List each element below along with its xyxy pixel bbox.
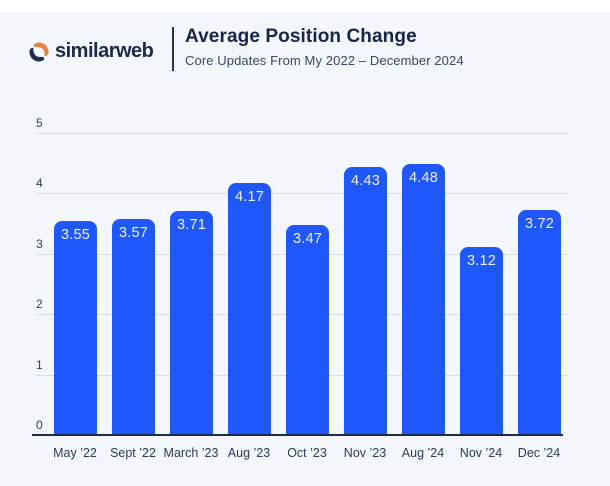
header-divider <box>172 27 174 71</box>
bar-series: 3.55 3.57 3.71 4.17 3.47 4.43 4.48 3.12 … <box>54 133 561 435</box>
x-axis-label: Dec ’24 <box>517 446 561 460</box>
y-axis-tick-2: 2 <box>36 297 43 312</box>
plot-area: 5 4 3 2 1 0 3.55 3.57 3.71 4.17 3.47 4.4… <box>32 116 568 460</box>
x-axis-label: Nov ’24 <box>459 446 503 460</box>
similarweb-logo-text: similarweb <box>55 40 154 62</box>
chart-subtitle: Core Updates From My 2022 – December 202… <box>185 53 464 68</box>
gridline-4 <box>36 193 568 195</box>
bar-value-label: 3.57 <box>118 225 149 242</box>
y-axis-tick-4: 4 <box>36 176 43 191</box>
bar-value-label: 3.72 <box>524 216 555 233</box>
bar-value-label: 4.48 <box>408 170 439 187</box>
x-axis-label: Oct ’23 <box>287 446 327 460</box>
x-axis-label: Nov ’23 <box>343 446 387 460</box>
similarweb-logo-icon <box>29 41 49 62</box>
x-axis-label: May ’22 <box>53 446 97 460</box>
bar-nov-24: 3.12 <box>460 246 503 435</box>
y-axis-tick-1: 1 <box>36 357 43 372</box>
bar-value-label: 3.55 <box>60 226 91 243</box>
bar-oct-23: 3.47 <box>286 225 329 435</box>
bar-aug-23: 4.17 <box>228 183 271 435</box>
x-axis-label: Aug ’23 <box>227 446 271 460</box>
bar-value-label: 3.71 <box>176 216 207 233</box>
bar-march-23: 3.71 <box>170 210 213 435</box>
y-axis-tick-3: 3 <box>36 236 43 251</box>
bar-sept-22: 3.57 <box>112 219 155 435</box>
bar-value-label: 4.17 <box>234 189 265 206</box>
y-axis-tick-0: 0 <box>36 418 43 432</box>
x-axis-label: Aug ’24 <box>401 446 445 460</box>
bar-value-label: 4.43 <box>350 173 381 190</box>
x-axis-label: March ’23 <box>163 446 219 460</box>
bar-nov-23: 4.43 <box>344 167 387 435</box>
x-axis-labels: May ’22 Sept ’22 March ’23 Aug ’23 Oct ’… <box>46 446 568 460</box>
bar-value-label: 3.47 <box>292 231 323 248</box>
chart-title: Average Position Change <box>185 26 417 47</box>
similarweb-logo: similarweb <box>28 40 154 63</box>
bar-may-22: 3.55 <box>54 220 97 435</box>
x-axis-line <box>32 434 563 436</box>
top-border-strip <box>0 0 610 12</box>
x-axis-label: Sept ’22 <box>110 446 156 460</box>
gridline-5 <box>36 133 568 134</box>
y-axis-tick-5: 5 <box>36 116 43 130</box>
bar-dec-24: 3.72 <box>518 210 561 435</box>
bar-aug-24: 4.48 <box>402 164 445 435</box>
bar-value-label: 3.12 <box>466 252 497 269</box>
